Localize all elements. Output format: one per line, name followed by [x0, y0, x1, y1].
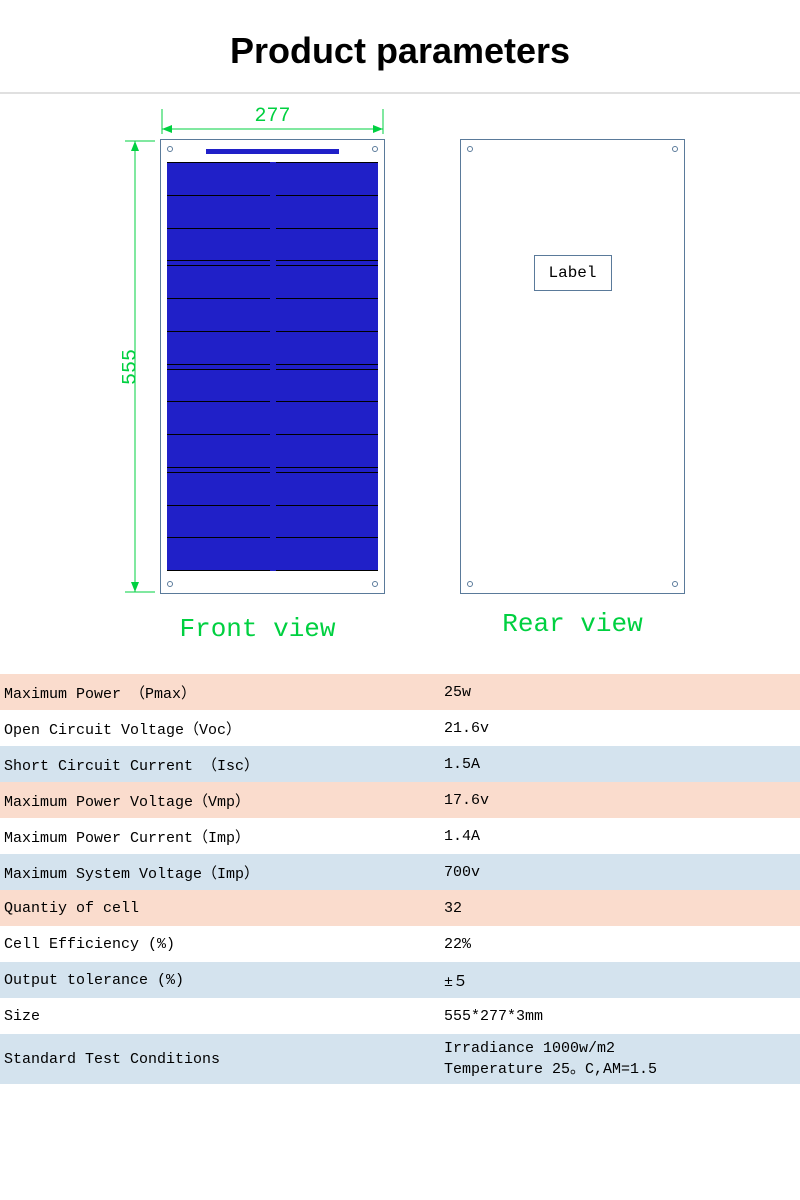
spec-value: 700v — [440, 858, 800, 887]
spec-value: Irradiance 1000w/m2 Temperature 25。C,AM=… — [440, 1034, 800, 1084]
table-row: Maximum Power Voltage（Vmp）17.6v — [0, 782, 800, 818]
rear-view-label: Rear view — [502, 609, 642, 639]
page-title: Product parameters — [0, 0, 800, 92]
spec-param: Short Circuit Current （Isc） — [0, 748, 440, 781]
table-row: Short Circuit Current （Isc）1.5A — [0, 746, 800, 782]
table-row: Output tolerance (%)±５ — [0, 962, 800, 998]
front-view-diagram: 277 555 — [115, 109, 400, 599]
solar-panel-front — [160, 139, 385, 594]
spec-value: 25w — [440, 678, 800, 707]
spec-value: 1.5A — [440, 750, 800, 779]
spec-param: Open Circuit Voltage（Voc） — [0, 712, 440, 745]
spec-value: 32 — [440, 894, 800, 923]
spec-param: Output tolerance (%) — [0, 966, 440, 995]
table-row: Cell Efficiency (%) 22% — [0, 926, 800, 962]
width-dimension-label: 277 — [160, 105, 385, 128]
rear-label-box: Label — [533, 255, 611, 291]
spec-param: Maximum Power （Pmax） — [0, 676, 440, 709]
spec-param: Standard Test Conditions — [0, 1045, 440, 1074]
divider — [0, 92, 800, 94]
busbar — [206, 149, 340, 154]
solar-cells — [167, 162, 378, 571]
mount-hole-icon — [372, 146, 378, 152]
spec-value: ±５ — [440, 964, 800, 997]
table-row: Maximum Power Current（Imp） 1.4A — [0, 818, 800, 854]
table-row: Open Circuit Voltage（Voc）21.6v — [0, 710, 800, 746]
spec-param: Maximum Power Voltage（Vmp） — [0, 784, 440, 817]
spec-value: 17.6v — [440, 786, 800, 815]
spec-param: Cell Efficiency (%) — [0, 930, 440, 959]
front-view-block: 277 555 — [115, 109, 400, 644]
table-row: Quantiy of cell 32 — [0, 890, 800, 926]
mount-hole-icon — [467, 146, 473, 152]
rear-view-block: Label Rear view — [460, 109, 685, 644]
spec-table: Maximum Power （Pmax）25wOpen Circuit Volt… — [0, 674, 800, 1084]
spec-param: Maximum System Voltage（Imp） — [0, 856, 440, 889]
spec-value: 555*277*3mm — [440, 1002, 800, 1031]
spec-param: Quantiy of cell — [0, 894, 440, 923]
table-row: Maximum System Voltage（Imp） 700v — [0, 854, 800, 890]
width-dimension: 277 — [160, 109, 385, 134]
front-view-label: Front view — [179, 614, 335, 644]
spec-value: 1.4A — [440, 822, 800, 851]
table-row: Maximum Power （Pmax）25w — [0, 674, 800, 710]
table-row: Standard Test ConditionsIrradiance 1000w… — [0, 1034, 800, 1084]
height-dimension: 555 — [115, 139, 155, 594]
spec-param: Maximum Power Current（Imp） — [0, 820, 440, 853]
spec-value: 22% — [440, 930, 800, 959]
views-container: 277 555 — [0, 109, 800, 664]
mount-hole-icon — [467, 581, 473, 587]
mount-hole-icon — [167, 581, 173, 587]
spec-param: Size — [0, 1002, 440, 1031]
mount-hole-icon — [672, 581, 678, 587]
height-dimension-label: 555 — [120, 348, 143, 384]
solar-panel-rear: Label — [460, 139, 685, 594]
spec-value: 21.6v — [440, 714, 800, 743]
table-row: Size555*277*3mm — [0, 998, 800, 1034]
mount-hole-icon — [167, 146, 173, 152]
mount-hole-icon — [372, 581, 378, 587]
mount-hole-icon — [672, 146, 678, 152]
